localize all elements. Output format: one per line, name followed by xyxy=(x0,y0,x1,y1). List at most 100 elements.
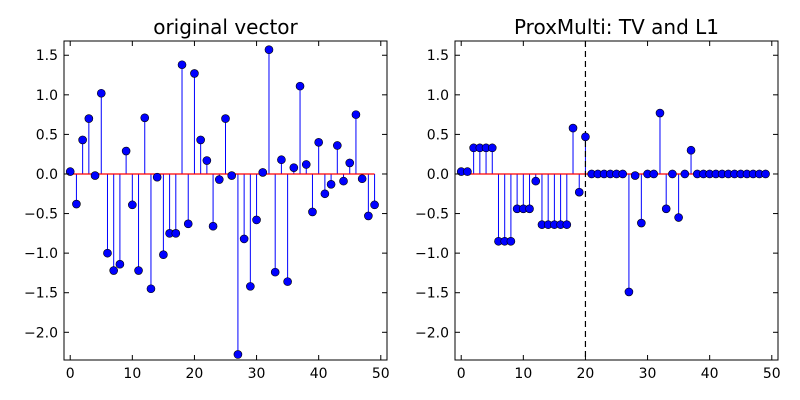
data-point xyxy=(177,60,187,70)
x-tick-label: 10 xyxy=(123,366,141,382)
data-point xyxy=(624,287,634,297)
y-tick-label: −1.0 xyxy=(415,246,449,262)
data-point xyxy=(680,169,690,179)
data-point xyxy=(246,282,255,291)
data-point xyxy=(146,284,156,294)
data-point xyxy=(308,207,317,217)
axes-frame xyxy=(63,40,388,361)
data-point xyxy=(72,199,81,209)
panel-original-vector: original vector 0 10 20 30 40 50 1.5 1.0 0.5 0.0 −… xyxy=(24,15,390,382)
data-point xyxy=(630,171,640,180)
data-point xyxy=(320,189,330,199)
data-point xyxy=(183,219,193,229)
data-point xyxy=(109,266,118,275)
data-point xyxy=(214,175,224,184)
data-point xyxy=(121,146,131,156)
data-point xyxy=(686,145,696,155)
x-tick-label: 50 xyxy=(372,366,390,382)
data-point xyxy=(314,138,323,147)
data-point xyxy=(134,266,143,275)
data-point xyxy=(618,169,628,179)
data-point xyxy=(357,174,367,184)
data-point xyxy=(171,229,181,238)
data-point xyxy=(159,250,168,260)
data-point xyxy=(90,171,100,180)
data-point xyxy=(649,169,659,179)
data-point xyxy=(221,114,230,123)
data-point xyxy=(227,171,237,180)
chart-title: ProxMulti: TV and L1 xyxy=(514,15,719,39)
data-point xyxy=(239,234,249,244)
data-point xyxy=(208,221,218,231)
x-tick-label: 30 xyxy=(248,366,266,382)
y-tick-label: 0.5 xyxy=(427,127,449,143)
data-point xyxy=(661,204,671,214)
data-point xyxy=(103,248,112,258)
chart-title: original vector xyxy=(153,15,298,39)
y-tick-label: −1.0 xyxy=(24,246,58,262)
data-point xyxy=(283,277,292,286)
data-point xyxy=(115,259,125,269)
data-point xyxy=(277,155,286,165)
data-point xyxy=(574,187,584,197)
y-tick-label: −0.5 xyxy=(415,207,449,223)
y-tick-label: 0.0 xyxy=(427,167,449,183)
data-point xyxy=(233,350,243,359)
data-point xyxy=(525,204,534,214)
data-point xyxy=(301,160,311,169)
y-tick-label: −0.5 xyxy=(24,207,58,223)
data-point xyxy=(562,220,572,229)
data-point xyxy=(581,132,590,142)
y-tick-label: 1.5 xyxy=(36,48,58,64)
data-point xyxy=(333,141,342,150)
y-tick-label: −1.5 xyxy=(415,286,449,302)
data-point xyxy=(339,176,348,186)
x-tick-label: 20 xyxy=(577,366,595,382)
data-point xyxy=(264,45,274,55)
x-tick-label: 10 xyxy=(514,366,532,382)
y-tick-label: 1.5 xyxy=(427,48,449,64)
data-point xyxy=(463,167,472,176)
data-point xyxy=(637,218,646,228)
panel-proxmulti: ProxMulti: TV and L1 0 10 20 30 40 50 1.5 1.0 0.… xyxy=(415,15,781,382)
y-tick-label: −2.0 xyxy=(24,325,58,341)
x-tick-label: 0 xyxy=(457,366,466,382)
data-point xyxy=(487,143,497,153)
data-point xyxy=(364,211,373,221)
data-point xyxy=(84,114,94,123)
axes-frame xyxy=(454,40,779,361)
y-tick-label: −2.0 xyxy=(415,325,449,341)
data-point xyxy=(295,81,305,91)
data-point xyxy=(196,135,205,145)
x-tick-label: 50 xyxy=(763,366,781,382)
data-point xyxy=(270,267,280,277)
data-point xyxy=(289,163,299,172)
x-tick-label: 20 xyxy=(186,366,204,382)
data-point xyxy=(96,88,106,98)
data-point xyxy=(152,172,162,182)
y-tick-label: 0.5 xyxy=(36,127,58,143)
x-tick-label: 40 xyxy=(310,366,328,382)
x-tick-label: 0 xyxy=(66,366,75,382)
y-tick-label: 1.0 xyxy=(427,88,449,104)
data-point xyxy=(326,179,336,189)
data-point xyxy=(531,176,541,186)
data-point xyxy=(506,236,516,246)
data-point xyxy=(345,158,355,168)
data-point xyxy=(655,108,665,118)
x-tick-label: 30 xyxy=(639,366,657,382)
y-tick-label: 1.0 xyxy=(36,88,58,104)
data-point xyxy=(190,69,199,78)
data-point xyxy=(674,213,683,222)
data-point xyxy=(258,168,268,177)
data-point xyxy=(128,200,137,210)
data-point xyxy=(370,200,379,210)
data-point xyxy=(668,169,677,179)
y-tick-label: 0.0 xyxy=(36,167,58,183)
x-tick-label: 40 xyxy=(701,366,719,382)
data-point xyxy=(568,123,578,133)
data-point xyxy=(78,135,87,145)
data-point xyxy=(252,215,261,225)
data-point xyxy=(202,156,212,165)
